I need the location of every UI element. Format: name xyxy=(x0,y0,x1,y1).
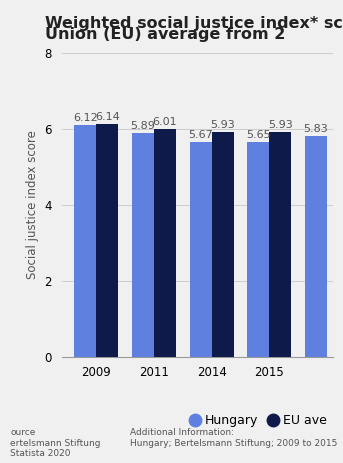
Bar xyxy=(247,142,269,357)
Text: 5.67: 5.67 xyxy=(188,130,213,140)
Text: 5.65: 5.65 xyxy=(246,131,271,140)
Legend: Hungary, EU ave: Hungary, EU ave xyxy=(185,409,332,432)
Text: 5.89: 5.89 xyxy=(131,121,155,131)
Text: Weighted social justice index* score of Hungary: Weighted social justice index* score of … xyxy=(45,16,343,31)
Bar xyxy=(212,131,234,357)
Text: Additional Information:
Hungary; Bertelsmann Stiftung; 2009 to 2015: Additional Information: Hungary; Bertels… xyxy=(130,428,338,448)
Text: 6.14: 6.14 xyxy=(95,112,120,122)
Text: ource
ertelsmann Stiftung
Statista 2020: ource ertelsmann Stiftung Statista 2020 xyxy=(10,428,101,458)
Bar xyxy=(96,124,118,357)
Text: 5.93: 5.93 xyxy=(210,120,235,130)
Bar xyxy=(269,131,291,357)
Text: 5.83: 5.83 xyxy=(304,124,328,134)
Text: 6.01: 6.01 xyxy=(153,117,177,127)
Y-axis label: Social justice index score: Social justice index score xyxy=(26,131,39,279)
Text: 5.93: 5.93 xyxy=(268,120,293,130)
Bar xyxy=(190,142,212,357)
Bar xyxy=(305,136,327,357)
Bar xyxy=(154,129,176,357)
Bar xyxy=(74,125,96,357)
Text: Union (EU) average from 2: Union (EU) average from 2 xyxy=(45,27,285,42)
Bar xyxy=(132,133,154,357)
Text: 6.12: 6.12 xyxy=(73,113,98,123)
